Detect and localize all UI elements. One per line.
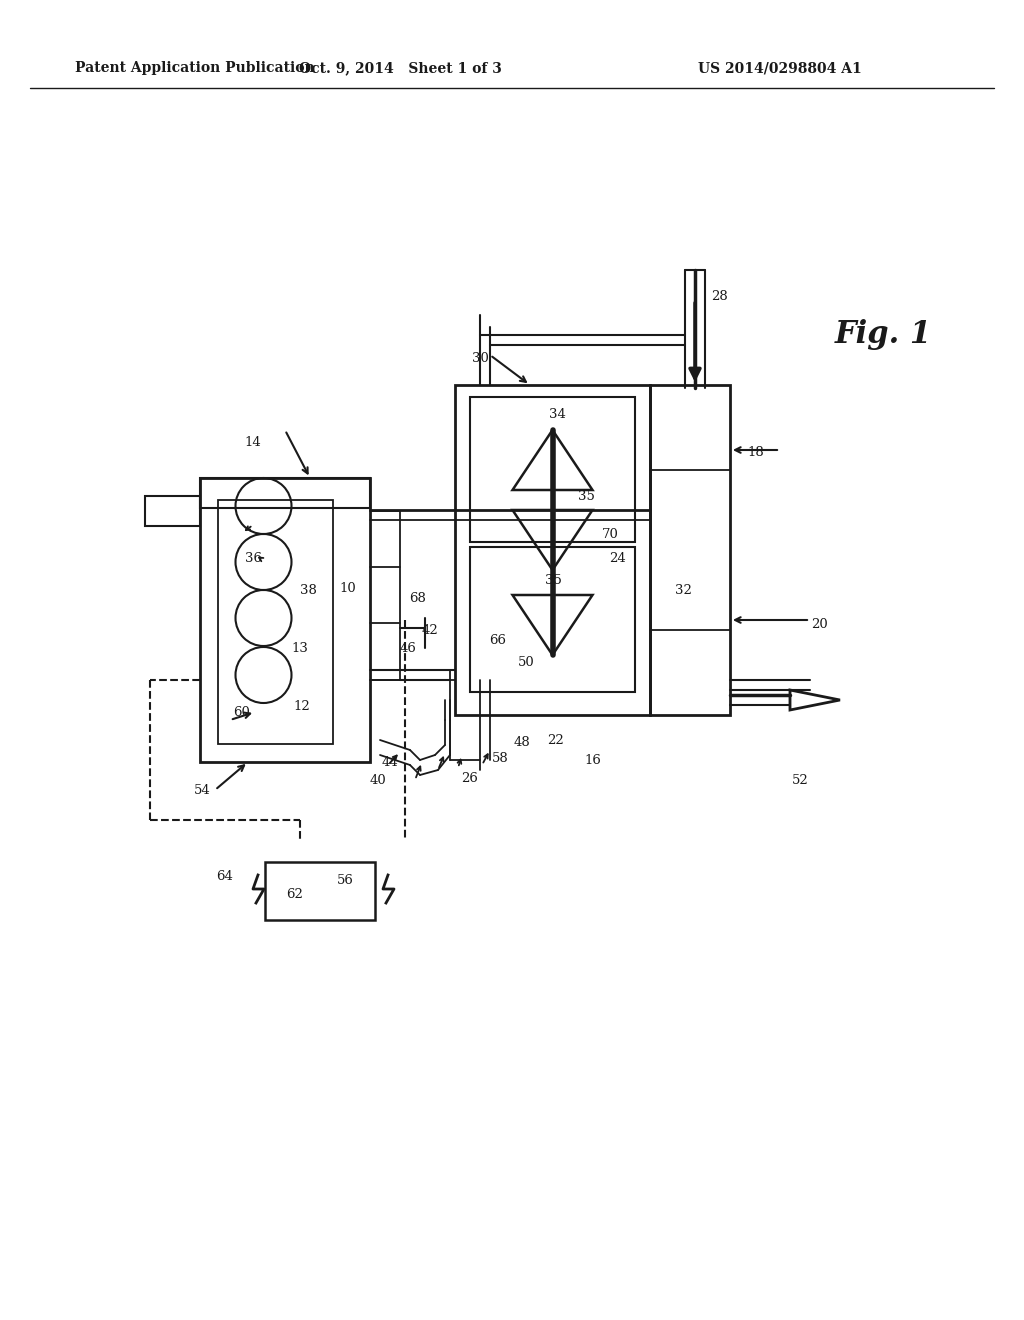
- Text: 28: 28: [712, 289, 728, 302]
- Text: 18: 18: [748, 446, 764, 458]
- Bar: [650, 385, 730, 715]
- Text: 46: 46: [399, 642, 417, 655]
- Text: 10: 10: [340, 582, 356, 594]
- Bar: [145, 496, 200, 525]
- Bar: [218, 500, 333, 744]
- Text: 44: 44: [382, 755, 398, 768]
- Text: 56: 56: [337, 874, 353, 887]
- Text: 26: 26: [462, 771, 478, 784]
- Text: 40: 40: [370, 774, 386, 787]
- Text: 34: 34: [549, 408, 565, 421]
- Text: Patent Application Publication: Patent Application Publication: [75, 61, 314, 75]
- Text: 70: 70: [601, 528, 618, 540]
- Text: 38: 38: [300, 583, 316, 597]
- Text: 62: 62: [287, 887, 303, 900]
- Text: 20: 20: [812, 619, 828, 631]
- Text: US 2014/0298804 A1: US 2014/0298804 A1: [698, 61, 862, 75]
- Bar: [470, 397, 635, 543]
- Text: 52: 52: [792, 774, 808, 787]
- Text: 42: 42: [422, 623, 438, 636]
- Text: 66: 66: [489, 634, 507, 647]
- Text: 24: 24: [608, 552, 626, 565]
- Bar: [200, 478, 370, 508]
- Text: 68: 68: [410, 591, 426, 605]
- Text: 16: 16: [585, 754, 601, 767]
- Text: Fig. 1: Fig. 1: [835, 319, 932, 351]
- Text: 12: 12: [294, 700, 310, 713]
- Text: 35: 35: [578, 490, 595, 503]
- Text: 58: 58: [492, 751, 508, 764]
- Bar: [455, 385, 650, 715]
- Text: 32: 32: [675, 583, 691, 597]
- Text: 13: 13: [292, 642, 308, 655]
- Text: 30: 30: [472, 351, 488, 364]
- Text: 64: 64: [216, 870, 233, 883]
- Bar: [265, 862, 375, 920]
- Text: 50: 50: [517, 656, 535, 668]
- Text: 22: 22: [547, 734, 563, 747]
- Bar: [200, 478, 370, 762]
- Text: 48: 48: [514, 735, 530, 748]
- Text: 14: 14: [245, 437, 261, 450]
- Bar: [470, 546, 635, 692]
- Text: 36: 36: [246, 552, 262, 565]
- Text: 35: 35: [545, 573, 561, 586]
- Text: 54: 54: [194, 784, 210, 796]
- Text: Oct. 9, 2014   Sheet 1 of 3: Oct. 9, 2014 Sheet 1 of 3: [299, 61, 502, 75]
- Text: 60: 60: [233, 705, 251, 718]
